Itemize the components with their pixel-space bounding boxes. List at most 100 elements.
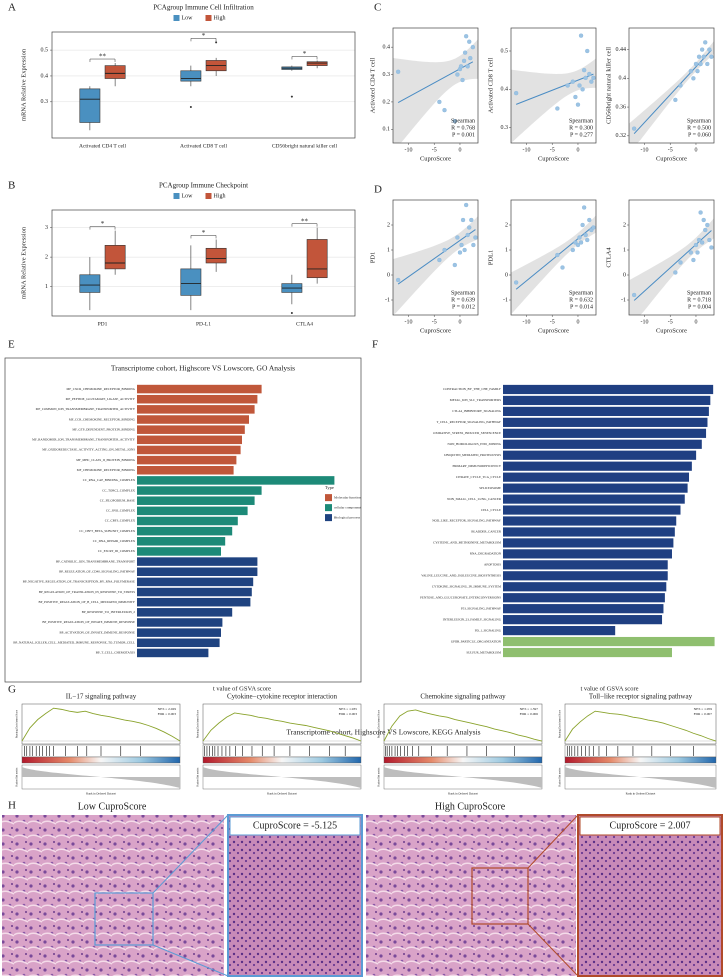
y-tick-label: 0.4 (619, 76, 627, 82)
y-tick-label: CC_DNA_REPAIR_COMPLEX (93, 539, 136, 543)
y-axis-title: Activated CD8 T cell (487, 58, 494, 114)
point (587, 217, 592, 223)
legend-swatch (173, 15, 180, 21)
plot-frame (564, 703, 717, 745)
x-tick-label: 0 (694, 319, 697, 325)
point (688, 68, 693, 74)
outlier (189, 105, 192, 108)
bar (503, 505, 681, 515)
x-tick-label: CD56bright natural killer cell (272, 143, 338, 149)
point (464, 202, 469, 208)
x-tick-label: -10 (522, 319, 530, 325)
x-axis-title: CuproScore (538, 327, 569, 334)
enrichment-line (383, 709, 543, 742)
y-tick-label: 0.4 (41, 73, 49, 79)
legend-label: Low (182, 15, 194, 21)
plot-frame (628, 27, 715, 144)
annotation: R = 0.718 (687, 297, 711, 303)
regression-line (515, 73, 594, 105)
bar (503, 483, 688, 493)
bar (503, 636, 715, 647)
bar (137, 496, 255, 505)
y-tick-label: 2 (387, 222, 390, 228)
inset-label-box (579, 816, 721, 836)
bar (137, 648, 209, 658)
bar (503, 461, 692, 471)
plot-frame (510, 27, 597, 144)
x-axis-title: CuproScore (656, 155, 687, 162)
point (575, 242, 581, 248)
point (573, 94, 578, 100)
point (703, 40, 708, 45)
point (469, 217, 474, 223)
bar (137, 587, 252, 597)
annotation: Spearman (687, 290, 711, 296)
bar (137, 425, 245, 434)
y-tick-label: CELL_CYCLE (481, 508, 501, 512)
bar (137, 506, 248, 516)
plot-frame (392, 27, 479, 144)
y-tick-label: BP_NATURAL_KILLER_CELL_MEDIATED_IMMUNE_R… (13, 641, 135, 645)
x-tick-label: 0 (458, 147, 461, 153)
y-tick-label: CC_CBFT_BETA_SUBUNIT_COMPLEX (79, 529, 135, 533)
confidence-band (511, 215, 596, 315)
point (580, 222, 585, 228)
point (700, 47, 705, 52)
y-axis-title: PD1 (369, 252, 376, 264)
legend-label: Molecular function (334, 495, 361, 499)
annotation: R = 0.639 (451, 297, 475, 303)
bar (137, 486, 262, 495)
panel-letter: A (8, 2, 16, 14)
plot-frame (628, 199, 715, 316)
inset-label: CuproScore = 2.007 (610, 820, 691, 831)
point (570, 79, 575, 84)
annotation: Spearman (451, 290, 475, 296)
point (632, 292, 637, 298)
point (573, 240, 578, 245)
y-tick-label: RNA_DEGRADATION (470, 552, 502, 556)
point (693, 242, 699, 248)
annotation: FDR = 0.006 (520, 712, 539, 716)
y-tick-label: UBIQUITIN_MEDIATED_PROTEOLYSIS (444, 453, 501, 457)
y-tick-label: P53_SIGNALING_PATHWAY (461, 606, 502, 610)
y-axis-title: Running Enrichment Score (559, 709, 562, 738)
y-tick-label: 2 (623, 222, 626, 228)
panel-letter: C (374, 2, 381, 14)
chart-title: Transcriptome cohort, Highscore VS Lowsc… (111, 364, 295, 373)
bar (137, 526, 233, 536)
point (698, 210, 703, 215)
y-tick-label: MF_CHEMOKINE_RECEPTOR_BINDING (77, 468, 136, 472)
annotation: NES = 1.597 (520, 707, 538, 711)
point (701, 217, 706, 223)
significance-bracket (291, 56, 318, 60)
outlier (290, 95, 293, 98)
box (104, 245, 126, 270)
zoom-connector (152, 944, 229, 977)
point (465, 64, 470, 69)
bar (503, 395, 711, 406)
bar (503, 560, 668, 570)
zoom-box (471, 867, 529, 925)
histology: Low CuproScore CuproScore = -5.125 High … (2, 801, 723, 977)
x-axis-title: CuproScore (420, 327, 451, 334)
significance-label: * (202, 229, 206, 237)
annotation: P = 0.012 (452, 304, 475, 310)
bar (503, 494, 685, 504)
point (457, 250, 463, 255)
point (582, 205, 587, 210)
y-tick-label: PRIMARY_IMMUNODEFICIENCY (452, 464, 501, 468)
hits-frame (202, 744, 362, 758)
panel-letter: G (8, 684, 16, 696)
x-axis-title: CuproScore (656, 327, 687, 334)
panel-frame (4, 357, 362, 683)
plot-frame (510, 199, 597, 316)
x-tick-label: Activated CD4 T cell (79, 143, 126, 149)
histology-image (366, 815, 576, 976)
point (458, 64, 464, 69)
bar (503, 527, 675, 537)
box (306, 239, 328, 279)
point (473, 235, 478, 240)
y-tick-label: NON_SMALL_CELL_LUNG_CANCER (447, 497, 502, 501)
